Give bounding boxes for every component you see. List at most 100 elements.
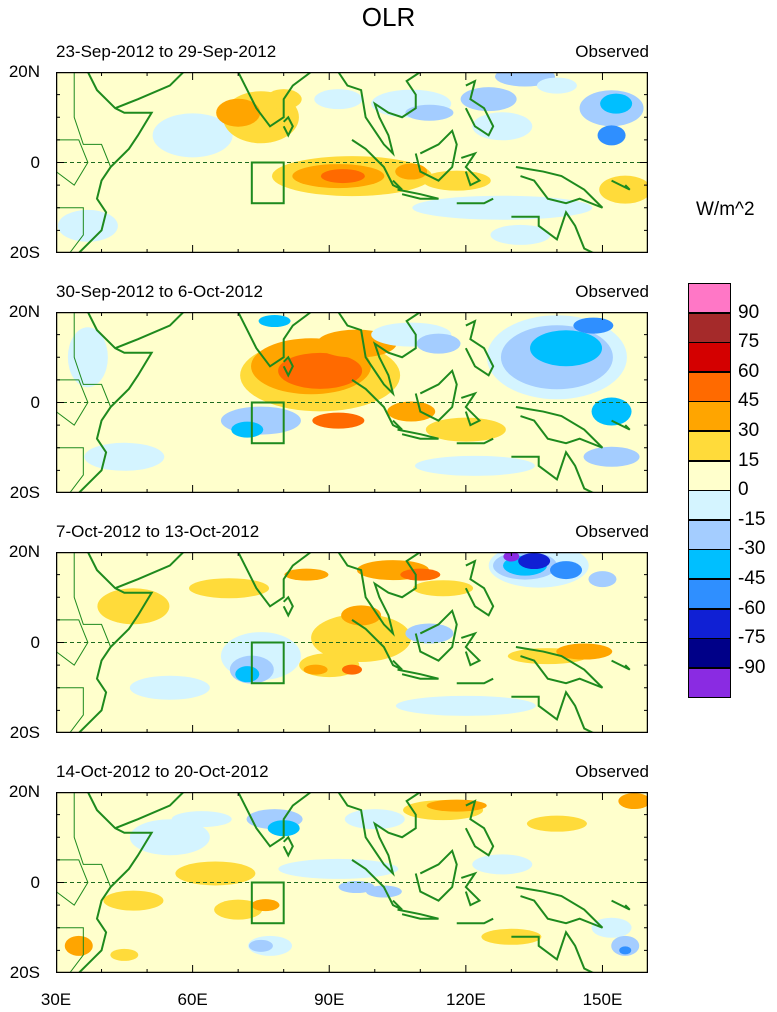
coastlines	[56, 552, 631, 733]
coastlines	[56, 72, 631, 253]
olr-anomaly-region	[365, 885, 402, 898]
olr-anomaly-region	[57, 209, 118, 242]
reference-box	[250, 161, 285, 205]
colorbar-swatch	[688, 371, 731, 402]
coastlines	[56, 312, 631, 493]
coastline	[414, 128, 458, 182]
y-axis-label: 20S	[9, 243, 40, 262]
olr-anomaly-region	[503, 552, 520, 562]
olr-anomaly-region	[599, 175, 648, 204]
border-line	[73, 792, 112, 888]
border-line	[73, 552, 112, 648]
olr-anomaly-region	[611, 935, 640, 956]
olr-map-panel-4	[56, 792, 648, 973]
coastline	[611, 899, 631, 911]
olr-anomaly-region	[64, 935, 93, 956]
olr-anomaly-region	[400, 568, 441, 581]
colorbar-swatch	[688, 549, 731, 580]
coastline	[456, 437, 494, 445]
border-line	[56, 207, 84, 253]
olr-map-panel-3	[56, 552, 648, 733]
olr-anomaly-region	[583, 446, 640, 467]
olr-anomaly-region	[550, 561, 583, 580]
colorbar-label: -75	[738, 627, 766, 649]
olr-anomaly-region	[490, 224, 551, 245]
panel-title-1: 23-Sep-2012 to 29-Sep-2012	[56, 42, 277, 61]
panel-tag-1: Observed	[575, 42, 649, 61]
olr-anomaly-region	[303, 664, 328, 675]
olr-anomaly-region	[97, 588, 170, 625]
olr-anomaly-region	[258, 315, 291, 328]
coastline	[414, 848, 458, 902]
coastline	[337, 312, 421, 397]
colorbar-swatch	[688, 431, 731, 461]
border-line	[56, 859, 89, 906]
coastline	[464, 79, 495, 137]
coastline	[397, 668, 439, 680]
y-axis-label: 20N	[8, 542, 40, 561]
olr-anomaly-region	[426, 799, 487, 812]
coastline	[460, 871, 482, 907]
olr-anomaly-region	[597, 125, 626, 146]
x-axis-label: 30E	[40, 990, 72, 1009]
panel-frame	[56, 552, 648, 733]
colorbar-swatch	[688, 638, 731, 669]
colorbar-swatch	[688, 401, 731, 432]
colorbar-swatch	[688, 667, 731, 698]
coastline	[460, 151, 482, 187]
colorbar-label: 15	[738, 449, 760, 471]
coastline	[611, 179, 631, 191]
reference-box	[250, 881, 285, 925]
coastline	[456, 677, 494, 685]
y-axis-label: 20S	[9, 483, 40, 502]
panel-frame	[56, 72, 648, 253]
colorbar-label: -15	[738, 508, 766, 530]
coastline	[460, 391, 482, 427]
olr-anomaly-region	[338, 881, 375, 894]
olr-anomaly-region	[600, 93, 633, 114]
coastline	[224, 312, 312, 368]
border-line	[56, 447, 84, 493]
coastline	[456, 197, 494, 205]
border-line	[56, 379, 89, 426]
colorbar-swatch	[688, 283, 731, 313]
coastline	[114, 792, 185, 830]
y-axis-label: 0	[30, 872, 40, 892]
reference-box	[250, 641, 285, 685]
olr-anomaly-region	[405, 104, 454, 121]
olr-anomaly-region	[472, 854, 533, 875]
olr-anomaly-region	[231, 421, 264, 438]
coastlines	[56, 792, 631, 973]
olr-anomaly-region	[110, 948, 139, 961]
panel-title-4: 14-Oct-2012 to 20-Oct-2012	[56, 762, 269, 781]
y-axis-label: 20N	[8, 62, 40, 81]
border-line	[56, 687, 84, 733]
coastline	[56, 72, 154, 253]
olr-anomaly-region	[152, 113, 233, 158]
olr-anomaly-region	[518, 553, 551, 570]
y-axis-label: 0	[30, 152, 40, 172]
coastline	[282, 595, 294, 618]
colorbar-label: 30	[738, 420, 760, 441]
y-axis-label: 0	[30, 392, 40, 412]
coastline	[611, 419, 631, 431]
coastline	[464, 319, 495, 377]
x-axis-label: 120E	[445, 990, 486, 1009]
coastline	[414, 608, 458, 662]
coastline	[56, 312, 154, 493]
coastline	[224, 792, 312, 848]
y-axis-label: 0	[30, 632, 40, 652]
olr-map-panel-1	[56, 72, 648, 253]
coastline	[56, 792, 154, 973]
coastline	[114, 72, 185, 110]
figure-title: OLR	[361, 2, 416, 32]
olr-anomaly-region	[460, 87, 517, 112]
coastline	[397, 188, 439, 200]
olr-anomaly-region	[413, 580, 474, 597]
olr-anomaly-region	[284, 568, 329, 581]
olr-map-panel-2	[56, 312, 648, 493]
colorbar-label: -30	[738, 538, 766, 560]
olr-anomaly-region	[67, 327, 108, 388]
panel-title-2: 30-Sep-2012 to 6-Oct-2012	[56, 282, 263, 301]
olr-anomaly-region	[618, 793, 648, 810]
